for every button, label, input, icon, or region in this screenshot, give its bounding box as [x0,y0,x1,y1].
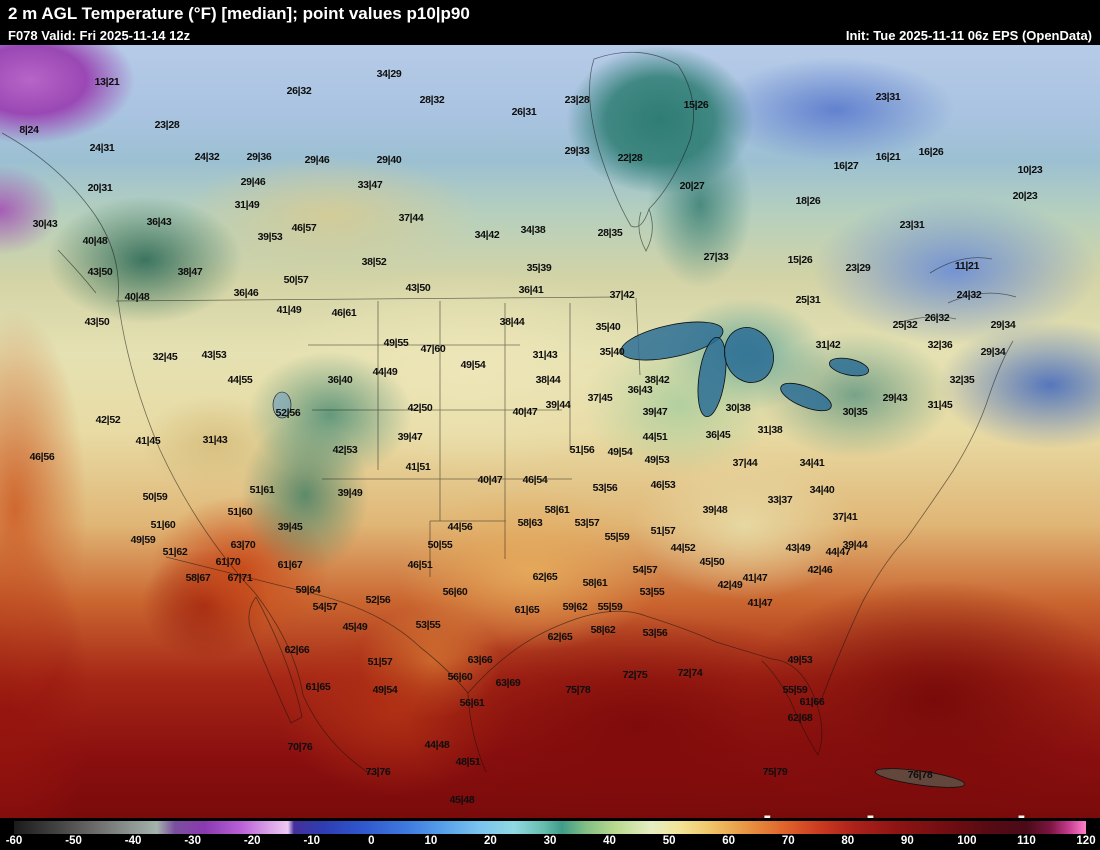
lake-michigan [697,336,727,418]
map-title: 2 m AGL Temperature (°F) [median]; point… [8,4,470,23]
colorbar-tick-label: 60 [722,835,736,847]
us-mexico-border [165,556,469,694]
valid-time: F078 Valid: Fri 2025-11-14 12z [8,28,191,43]
colorbar-tick-label: 30 [543,835,557,847]
state-borders-horizontal [308,344,572,577]
gulf-coastline [467,610,773,694]
colorbar-tick-label: 80 [841,835,855,847]
colorbar-ticks: -60 -50 -40 -30 -20 -10 0 10 20 30 40 50 60 70 80 90 100… [6,835,1096,850]
colorbar-tick-label: 70 [781,835,795,847]
colorbar-tick-label: 20 [484,835,497,847]
pacific-coastline [1,132,304,696]
colorbar-tick-label: -20 [243,835,261,847]
us-canada-border [115,296,619,302]
vancouver-island [57,249,97,294]
map-borders [1,51,1017,788]
hudson-bay-outline [589,51,694,228]
colorbar-tick-label: 10 [424,835,438,847]
colorbar-tick-label: -10 [303,835,321,847]
title-bar: 2 m AGL Temperature (°F) [median]; point… [0,0,1100,28]
colorbar-tick-label: 0 [368,835,375,847]
colorbar-tick-label: 40 [603,835,616,847]
lake-superior [620,321,724,361]
lake-huron [724,327,774,383]
mexico-west-coast [302,694,373,776]
colorbar-tick-label: 110 [1017,835,1036,847]
baja-peninsula [248,596,303,724]
lake-erie [780,382,832,412]
james-bay-outline [638,208,653,252]
colorbar-tick-label: 120 [1076,835,1096,847]
mexico-east-coast [467,692,487,773]
maritimes-coast [897,257,1017,324]
colorbar-tick-label: 100 [957,835,977,847]
florida-peninsula [761,658,823,756]
lake-ontario [828,357,870,377]
great-salt-lake [272,391,292,419]
colorbar-tick-label: -50 [65,835,82,847]
cuba-island [875,768,965,788]
state-borders-vertical [377,297,641,559]
map-area: www.pivotalweather.com pivotal weather [0,45,1100,850]
colorbar-tick-label: -60 [5,835,23,847]
colorbar-tick-label: -40 [124,835,142,847]
init-time: Init: Tue 2025-11-11 06z EPS (OpenData) [845,28,1092,43]
colorbar-tick-label: -30 [184,835,201,847]
colorbar: -60 -50 -40 -30 -20 -10 0 10 20 30 40 50 60 70 80 90 100… [0,818,1100,850]
colorbar-tick-label: 50 [662,835,676,847]
colorbar-tick-label: 90 [900,835,914,847]
subtitle-bar: F078 Valid: Fri 2025-11-14 12z Init: Tue… [0,28,1100,45]
colorbar-gradient [14,821,1086,834]
atlantic-coastline [819,340,1014,704]
